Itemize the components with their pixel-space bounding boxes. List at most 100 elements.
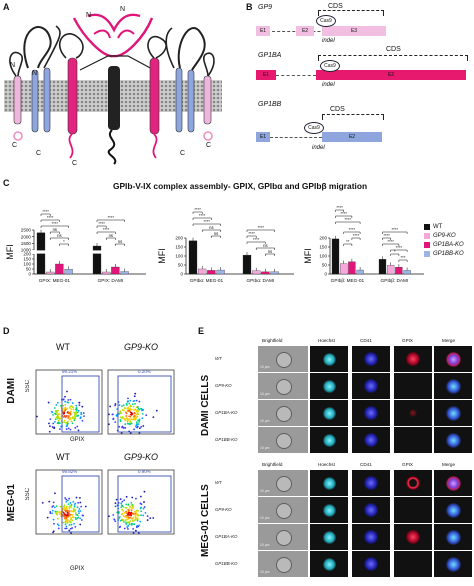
- scale-label: 10 μm: [260, 570, 270, 574]
- event-dot: [73, 414, 76, 417]
- label-n: N: [10, 62, 16, 69]
- event-dot: [127, 518, 130, 520]
- x-axis-label: GPIX: [70, 566, 85, 572]
- legend-swatch: [424, 223, 430, 230]
- event-dot: [69, 513, 72, 516]
- event-dot: [133, 411, 136, 414]
- event-dot: [132, 528, 135, 530]
- row-label: WT: [215, 356, 222, 361]
- event-dot: [118, 425, 121, 428]
- significance-label: ns: [118, 239, 122, 244]
- event-dot: [131, 507, 134, 510]
- event-dot: [129, 399, 132, 402]
- event-dot: [118, 413, 120, 415]
- fluorescent-cell: [364, 503, 378, 517]
- event-dot: [149, 517, 152, 520]
- event-dot: [71, 402, 74, 404]
- y-tick-label: 200: [319, 236, 327, 241]
- scale-label: 10 μm: [260, 365, 270, 369]
- event-dot: [66, 420, 69, 423]
- right-gp1bb-protein: [165, 27, 206, 133]
- significance-label: ****: [258, 225, 265, 230]
- y-tick-label: 0: [28, 272, 31, 277]
- event-dot: [125, 402, 128, 405]
- panel-label-d: D: [3, 326, 10, 336]
- significance-bracket: [192, 223, 221, 226]
- gate: [61, 475, 100, 533]
- column-header: Hoechst: [318, 462, 335, 467]
- event-dot: [143, 501, 145, 503]
- event-dot: [78, 404, 81, 407]
- event-dot: [130, 509, 133, 512]
- event-dot: [122, 404, 125, 407]
- event-dot: [57, 419, 60, 422]
- fluorescent-cell: [408, 408, 418, 418]
- event-dot: [133, 428, 136, 431]
- x-tick-label: GPIbβ: DAMI: [381, 278, 409, 283]
- scale-label: 10 μm: [260, 516, 270, 520]
- fluorescent-cell: [406, 352, 420, 366]
- significance-label: ****: [199, 213, 206, 218]
- event-dot: [137, 514, 140, 517]
- event-dot: [59, 428, 61, 431]
- merge-image: [434, 346, 472, 372]
- event-dot: [65, 525, 68, 528]
- significance-label: ***: [401, 255, 406, 260]
- cell-outline: [276, 406, 292, 422]
- significance-label: ns: [57, 233, 61, 238]
- event-dot: [152, 517, 155, 519]
- event-dot: [140, 514, 142, 517]
- event-dot: [65, 498, 68, 501]
- event-dot: [126, 513, 129, 516]
- plot-title: WT: [56, 452, 70, 462]
- plot-title: GP9-KO: [124, 342, 159, 352]
- event-dot: [78, 401, 81, 404]
- event-dot: [130, 523, 133, 526]
- x-tick-label: GPIbα: DAMI: [247, 278, 275, 283]
- y-axis-label: MFI: [303, 248, 313, 264]
- indel-label: indel: [322, 82, 335, 88]
- significance-bracket: [115, 243, 125, 246]
- event-dot: [112, 514, 115, 516]
- bar-gp9-ko: [252, 270, 261, 275]
- bar-wt: [188, 240, 198, 275]
- significance-bracket: [201, 229, 221, 232]
- event-dot: [70, 523, 73, 526]
- event-dot: [155, 409, 158, 412]
- row-title-dami: DAMI: [6, 378, 17, 404]
- cd41-image: [352, 346, 390, 372]
- hoechst-image: [310, 470, 348, 496]
- event-dot: [66, 401, 69, 404]
- significance-bracket: [246, 241, 266, 244]
- significance-bracket: [382, 237, 391, 240]
- bar-gp1ba-ko: [55, 263, 64, 275]
- event-dot: [79, 510, 82, 512]
- column-header: Brightfield: [262, 462, 283, 467]
- event-dot: [73, 419, 76, 422]
- brightfield-image: 10 μm: [258, 427, 308, 453]
- event-dot: [65, 500, 68, 503]
- event-dot: [152, 416, 155, 419]
- event-dot: [57, 409, 59, 412]
- event-dot: [136, 519, 139, 522]
- event-dot: [128, 523, 131, 526]
- event-dot: [127, 406, 129, 409]
- bar-wt: [331, 238, 340, 275]
- bar-gp9-ko: [340, 263, 348, 275]
- significance-bracket: [246, 229, 275, 232]
- event-dot: [135, 497, 137, 500]
- event-dot: [122, 427, 125, 429]
- event-dot: [135, 425, 137, 428]
- event-dot: [118, 516, 121, 518]
- scale-label: 10 μm: [260, 489, 270, 493]
- event-dot: [62, 404, 65, 407]
- event-dot: [75, 408, 77, 411]
- left-gp1bb-protein: [23, 25, 61, 133]
- event-dot: [54, 510, 57, 513]
- event-dot: [80, 413, 83, 416]
- event-dot: [63, 513, 66, 516]
- event-dot: [66, 407, 69, 410]
- cd41-image: [352, 524, 390, 550]
- event-dot: [108, 413, 110, 416]
